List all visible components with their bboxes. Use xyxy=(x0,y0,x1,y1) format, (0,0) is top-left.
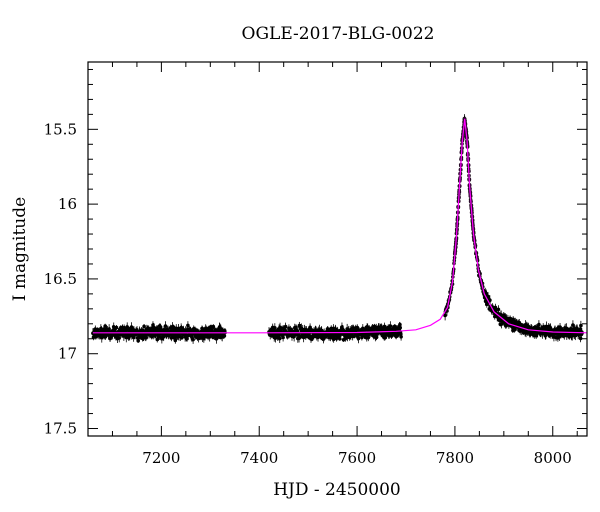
chart-title: OGLE-2017-BLG-0022 xyxy=(242,24,435,44)
y-tick-labels: 15.5 16 16.5 17 17.5 xyxy=(44,120,77,437)
observation-point xyxy=(388,324,393,328)
y-tick-label: 16 xyxy=(58,195,77,213)
observation-point xyxy=(488,298,492,303)
observation-point xyxy=(512,328,517,332)
observation-point xyxy=(152,325,156,330)
observation-point xyxy=(355,325,360,330)
observation-point xyxy=(281,335,285,340)
y-tick-label: 17 xyxy=(58,345,77,363)
observation-point xyxy=(191,337,195,342)
observation-point xyxy=(338,336,342,341)
observation-point xyxy=(117,336,121,340)
observation-point xyxy=(366,335,371,340)
y-tick-label: 17.5 xyxy=(44,420,77,438)
observation-point xyxy=(222,334,227,338)
observation-point xyxy=(399,335,403,339)
y-tick-label: 16.5 xyxy=(44,270,77,288)
y-tick-label: 15.5 xyxy=(44,120,77,138)
observation-point xyxy=(186,323,190,328)
observation-point xyxy=(443,313,447,318)
observation-point xyxy=(508,316,512,321)
observation-point xyxy=(114,325,119,330)
y-axis-label: I magnitude xyxy=(10,197,30,301)
plot-frame xyxy=(87,61,588,437)
x-tick-label: 7600 xyxy=(338,449,376,467)
observation-point xyxy=(579,323,583,328)
observation-point xyxy=(283,324,288,329)
x-axis-label: HJD - 2450000 xyxy=(273,480,401,500)
axis-ticks xyxy=(88,62,587,436)
x-tick-labels: 7200 7400 7600 7800 8000 xyxy=(142,449,572,467)
observation-point xyxy=(496,307,501,312)
model-curve xyxy=(92,118,588,334)
observation-points xyxy=(91,114,584,344)
observation-point xyxy=(511,317,515,322)
observation-point xyxy=(537,322,541,327)
observation-point xyxy=(163,324,168,328)
observation-point xyxy=(211,324,216,329)
observation-point xyxy=(398,326,403,330)
observation-point xyxy=(277,336,282,341)
x-tick-label: 8000 xyxy=(534,449,572,467)
x-tick-label: 7800 xyxy=(436,449,474,467)
observation-point xyxy=(144,335,148,340)
observation-point xyxy=(398,322,402,327)
x-tick-label: 7200 xyxy=(142,449,180,467)
x-tick-label: 7400 xyxy=(240,449,278,467)
